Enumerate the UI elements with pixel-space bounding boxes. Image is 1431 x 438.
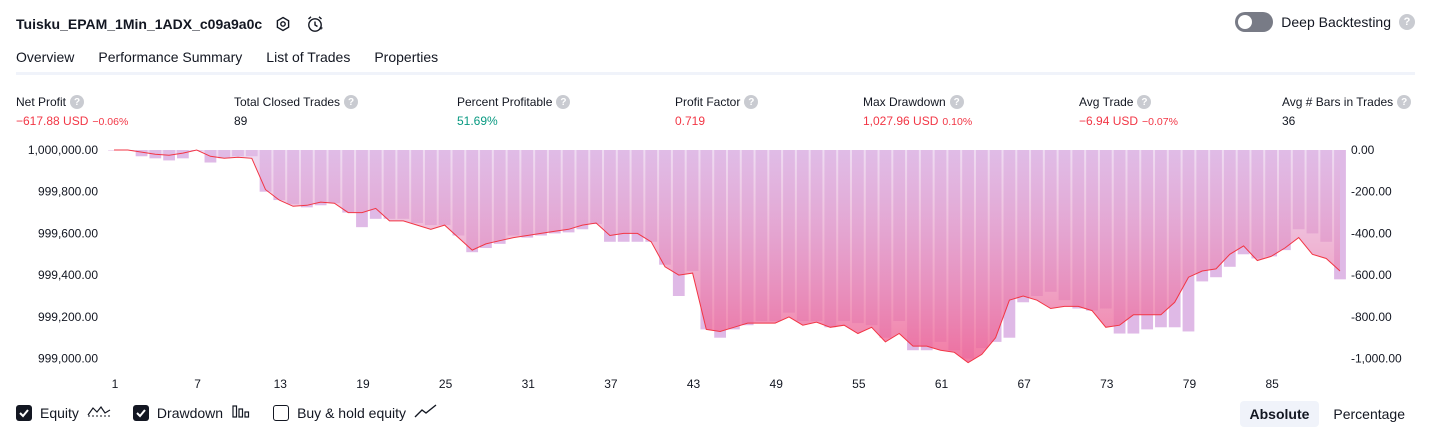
equity-area: [114, 150, 1340, 363]
info-icon[interactable]: ?: [744, 95, 759, 109]
x-axis-tick: 85: [1265, 377, 1279, 391]
tab-divider: [16, 72, 1415, 75]
right-axis-tick: -800.00: [1351, 310, 1392, 324]
strategy-header: Tuisku_EPAM_1Min_1ADX_c09a9a0c: [16, 12, 326, 36]
metric-label: Avg # Bars in Trades: [1282, 95, 1394, 109]
scale-mode-switch: Absolute Percentage: [1239, 401, 1416, 427]
legend-drawdown-label: Drawdown: [156, 404, 224, 421]
mode-absolute[interactable]: Absolute: [1239, 401, 1320, 427]
legend-buy-hold[interactable]: Buy & hold equity: [273, 403, 438, 422]
legend-equity-label: Equity: [40, 404, 79, 421]
drawdown-bar: [135, 150, 148, 157]
metric-value: 89: [234, 114, 248, 128]
deep-backtesting-toggle[interactable]: [1235, 12, 1274, 32]
tab-list-of-trades[interactable]: List of Trades: [266, 49, 351, 65]
metric-percent: −0.06%: [92, 116, 129, 128]
metric-total-closed-trades: Total Closed Trades? 89: [234, 94, 359, 130]
x-axis-tick: 25: [439, 377, 453, 391]
trend-line-icon: [414, 403, 438, 422]
x-axis-tick: 13: [274, 377, 288, 391]
left-axis-tick: 999,200.00: [38, 310, 98, 324]
x-axis-tick: 37: [604, 377, 618, 391]
metric-label: Percent Profitable: [457, 95, 553, 109]
x-axis-tick: 61: [935, 377, 949, 391]
chart-legend: Equity Drawdown Buy & hold equity: [16, 403, 438, 422]
metric-label: Net Profit: [16, 95, 67, 109]
left-axis-tick: 999,000.00: [38, 352, 98, 366]
info-icon[interactable]: ?: [949, 95, 964, 109]
metric-value: 1,027.96 USD: [863, 114, 939, 128]
x-axis-tick: 1: [112, 377, 119, 391]
info-icon[interactable]: ?: [1397, 95, 1412, 109]
x-axis-tick: 55: [852, 377, 866, 391]
deep-backtesting-label: Deep Backtesting: [1281, 14, 1391, 30]
x-axis-tick: 43: [687, 377, 701, 391]
tab-properties[interactable]: Properties: [374, 49, 439, 65]
x-axis-tick: 31: [522, 377, 536, 391]
metric-percent: 0.10%: [942, 116, 973, 128]
legend-equity[interactable]: Equity: [16, 403, 111, 422]
x-axis-tick: 49: [770, 377, 784, 391]
metric-max-drawdown: Max Drawdown? 1,027.96 USD 0.10%: [863, 94, 972, 130]
left-axis-tick: 999,600.00: [38, 226, 98, 240]
info-icon[interactable]: ?: [70, 95, 85, 109]
x-axis-tick: 19: [356, 377, 370, 391]
metric-net-profit: Net Profit? −617.88 USD −0.06%: [16, 94, 128, 130]
info-icon[interactable]: ?: [556, 95, 571, 109]
metric-profit-factor: Profit Factor? 0.719: [675, 94, 759, 130]
checkbox-buy-hold[interactable]: [273, 404, 290, 421]
drawdown-bar: [176, 150, 189, 159]
metric-percent-profitable: Percent Profitable? 51.69%: [457, 94, 571, 130]
help-icon[interactable]: ?: [1399, 14, 1415, 30]
left-axis-tick: 999,800.00: [38, 185, 98, 199]
metric-value: 36: [1282, 114, 1296, 128]
equity-line-icon: [87, 403, 111, 422]
metric-value: −6.94 USD: [1079, 114, 1139, 128]
metric-label: Profit Factor: [675, 95, 741, 109]
x-axis-tick: 79: [1183, 377, 1197, 391]
right-axis-tick: -1,000.00: [1351, 352, 1402, 366]
deep-backtesting: Deep Backtesting ?: [1235, 12, 1415, 32]
right-axis-tick: 0.00: [1351, 143, 1375, 157]
x-axis-tick: 73: [1100, 377, 1114, 391]
settings-icon[interactable]: [272, 13, 294, 35]
metric-value: −617.88 USD: [16, 114, 89, 128]
metric-value: 51.69%: [457, 114, 498, 128]
equity-line: [114, 149, 1341, 364]
metric-percent: −0.07%: [1142, 116, 1178, 128]
metric-label: Avg Trade: [1079, 95, 1134, 109]
x-axis-tick: 7: [194, 377, 201, 391]
legend-buy-hold-label: Buy & hold equity: [297, 404, 407, 421]
x-axis-tick: 67: [1017, 377, 1031, 391]
right-axis-tick: -200.00: [1351, 185, 1392, 199]
bar-chart-icon: [231, 403, 251, 422]
metric-avg-bars: Avg # Bars in Trades? 36: [1282, 94, 1412, 130]
metric-value: 0.719: [675, 114, 706, 128]
metric-avg-trade: Avg Trade? −6.94 USD −0.07%: [1079, 94, 1178, 130]
checkbox-drawdown[interactable]: [132, 404, 149, 421]
info-icon[interactable]: ?: [344, 95, 359, 109]
mode-percentage[interactable]: Percentage: [1333, 406, 1405, 422]
tab-performance-summary[interactable]: Performance Summary: [98, 49, 243, 65]
left-axis-tick: 999,400.00: [38, 268, 98, 282]
strategy-title: Tuisku_EPAM_1Min_1ADX_c09a9a0c: [16, 16, 263, 32]
legend-drawdown[interactable]: Drawdown: [132, 403, 251, 422]
left-axis-tick: 1,000,000.00: [28, 143, 98, 157]
right-axis-tick: -600.00: [1351, 268, 1392, 282]
metric-label: Total Closed Trades: [234, 95, 341, 109]
right-axis-tick: -400.00: [1351, 226, 1392, 240]
metric-label: Max Drawdown: [863, 95, 946, 109]
alarm-clock-icon[interactable]: [304, 13, 326, 35]
checkbox-equity[interactable]: [16, 404, 32, 421]
info-icon[interactable]: ?: [1137, 95, 1152, 109]
